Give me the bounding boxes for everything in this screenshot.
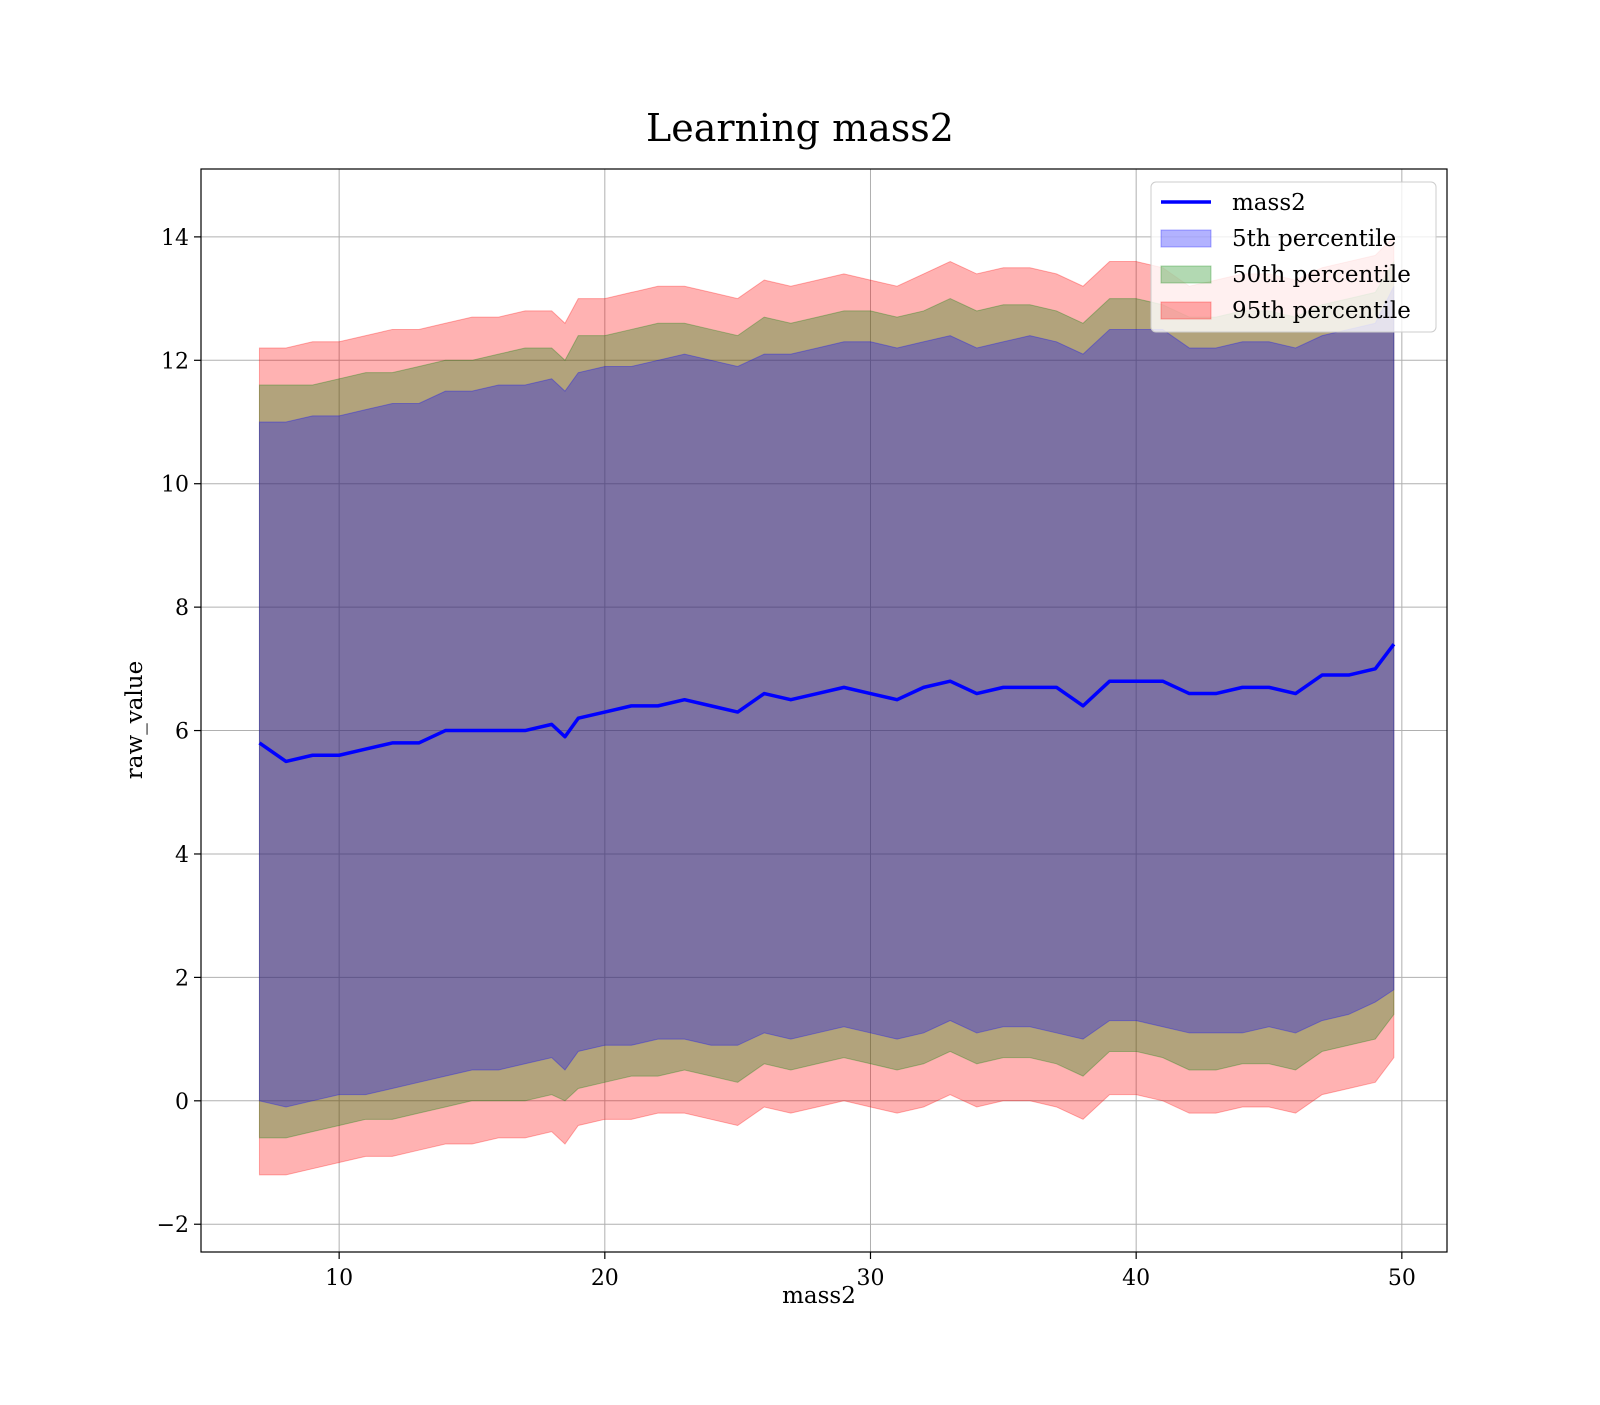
series-line-mass2 (258, 643, 1396, 764)
band-5th-percentile (258, 286, 1395, 1108)
y-tick-label: 14 (161, 226, 189, 251)
legend-label-95th-percentile: 95th percentile (1232, 298, 1411, 324)
y-tick-label: 0 (175, 1090, 189, 1115)
band-95th-percentile (258, 235, 1395, 1176)
legend-label-mass2: mass2 (1232, 190, 1306, 216)
x-axis-label: mass2 (782, 1283, 856, 1309)
x-tick-label: 10 (325, 1266, 353, 1291)
y-axis-label: raw_value (122, 661, 148, 779)
legend-swatch-5th-percentile (1160, 229, 1212, 248)
legend: mass2 5th percentile 50th percentile 95th p… (1150, 181, 1437, 333)
y-tick-label: 12 (161, 349, 189, 374)
x-tick-label: 20 (591, 1266, 619, 1291)
y-tick-label: 8 (175, 596, 189, 621)
percentile-bands (258, 235, 1395, 1176)
legend-swatch-95th-percentile (1160, 301, 1212, 320)
legend-box (1150, 181, 1437, 333)
y-tick-label: −2 (157, 1213, 189, 1238)
x-tick-label: 50 (1388, 1266, 1416, 1291)
y-tick-label: 2 (175, 966, 189, 991)
x-tick-label: 30 (856, 1266, 884, 1291)
plot-frame (200, 168, 1448, 1253)
x-tick-label: 40 (1122, 1266, 1150, 1291)
legend-swatch-50th-percentile (1160, 265, 1212, 284)
mass2-series (258, 643, 1396, 764)
axes: 10 20 30 40 50 −2 0 2 4 6 8 10 12 14 (157, 168, 1448, 1291)
y-tick-label: 4 (175, 843, 189, 868)
legend-label-50th-percentile: 50th percentile (1232, 262, 1411, 288)
band-50th-percentile (258, 259, 1395, 1139)
legend-label-5th-percentile: 5th percentile (1232, 226, 1396, 252)
y-tick-label: 6 (175, 720, 189, 745)
y-tick-label: 10 (161, 473, 189, 498)
chart-title: Learning mass2 (646, 106, 954, 150)
